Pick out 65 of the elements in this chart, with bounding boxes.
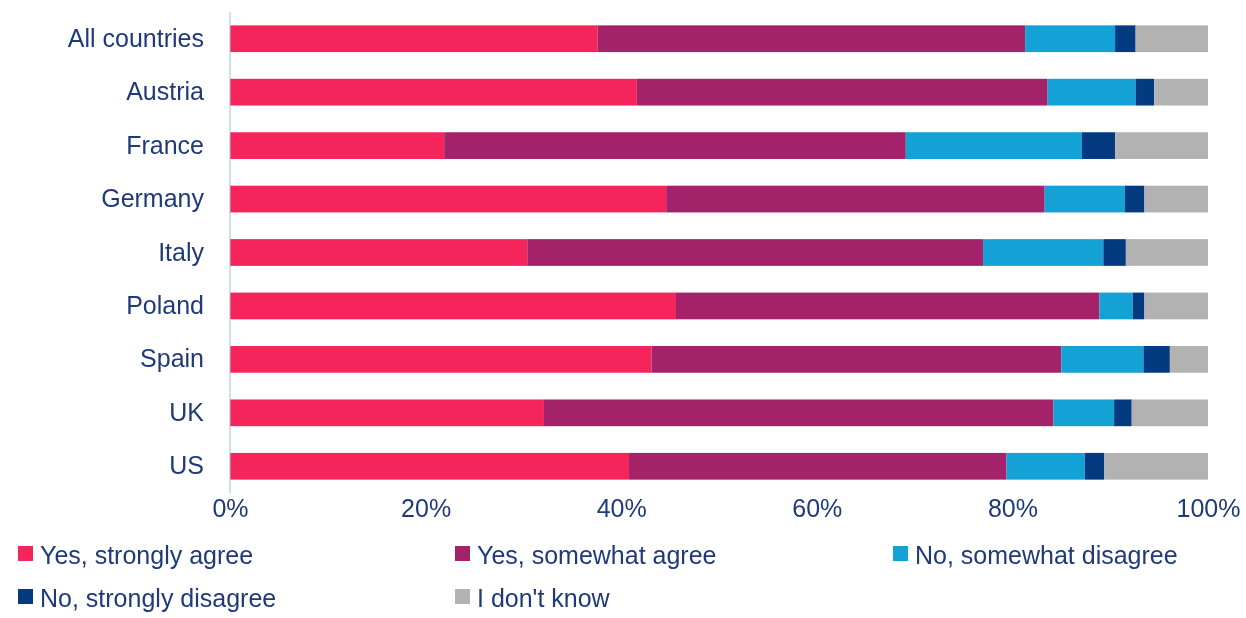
legend-label: No, somewhat disagree: [915, 541, 1178, 570]
bar: [1044, 185, 1125, 213]
bar: [1114, 399, 1132, 427]
y-tick-label: All countries: [67, 23, 204, 52]
y-tick-label: Poland: [126, 290, 204, 319]
bar: [1132, 292, 1145, 320]
bar: [675, 292, 1100, 320]
bar: [230, 132, 445, 159]
bar: [1135, 25, 1208, 53]
bar: [666, 185, 1045, 213]
bar: [1124, 185, 1145, 213]
legend-label: I don't know: [477, 584, 611, 613]
x-tick-label: 20%: [401, 493, 452, 522]
bar: [1144, 185, 1208, 213]
bar: [1099, 292, 1133, 320]
bar: [527, 239, 984, 266]
bar: [597, 25, 1026, 53]
y-tick-label: Germany: [101, 184, 205, 213]
bar: [1154, 78, 1208, 106]
x-tick-label: 40%: [596, 493, 647, 522]
bar: [1006, 452, 1085, 480]
bar: [629, 452, 1007, 480]
bar: [1115, 132, 1208, 159]
y-tick-label: UK: [169, 397, 205, 426]
bar: [543, 399, 1054, 427]
x-tick-label: 100%: [1176, 493, 1241, 522]
bar: [1061, 346, 1144, 373]
bar: [230, 25, 598, 53]
bar: [1104, 452, 1208, 480]
legend-label: Yes, somewhat agree: [477, 541, 717, 570]
legend-label: Yes, strongly agree: [40, 541, 254, 570]
bar: [905, 132, 1082, 159]
bar: [1047, 78, 1136, 106]
bar: [1025, 25, 1116, 53]
x-tick-label: 0%: [212, 493, 249, 522]
y-tick-label: Spain: [140, 344, 204, 373]
bar: [1143, 346, 1170, 373]
bar: [1131, 399, 1208, 427]
x-tick-label: 60%: [792, 493, 843, 522]
y-tick-label: France: [126, 130, 204, 159]
bar: [1053, 399, 1115, 427]
y-tick-label: Austria: [126, 77, 205, 106]
legend-label: No, strongly disagree: [40, 584, 277, 613]
bar: [1125, 239, 1208, 266]
bar: [230, 346, 652, 373]
bar: [651, 346, 1062, 373]
bar: [1103, 239, 1126, 266]
y-tick-label: US: [169, 451, 204, 480]
bar: [636, 78, 1048, 106]
bar: [230, 399, 544, 427]
bar: [230, 78, 637, 106]
bar: [983, 239, 1104, 266]
bar: [1169, 346, 1208, 373]
bar: [230, 452, 630, 480]
bar: [1115, 25, 1136, 53]
x-tick-label: 80%: [987, 493, 1038, 522]
bar: [230, 239, 528, 266]
bar: [230, 185, 667, 213]
bar: [1081, 132, 1116, 159]
bar: [444, 132, 906, 159]
bar: [1144, 292, 1208, 320]
bar: [230, 292, 676, 320]
y-tick-label: Italy: [158, 237, 205, 266]
bar: [1135, 78, 1155, 106]
bar: [1084, 452, 1105, 480]
